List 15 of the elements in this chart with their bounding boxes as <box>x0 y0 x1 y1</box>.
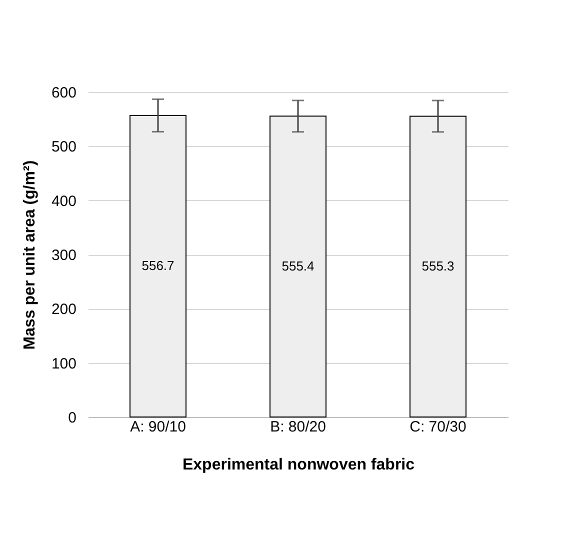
x-tick-label: B: 80/20 <box>270 418 326 436</box>
y-axis-title: Mass per unit area (g/m²) <box>21 160 38 350</box>
y-tick-label: 400 <box>51 192 76 210</box>
data-label: 555.4 <box>282 258 314 274</box>
y-tick-label: 600 <box>51 84 76 102</box>
data-label: 555.3 <box>422 258 454 274</box>
y-tick-label: 100 <box>51 355 76 372</box>
data-label: 556.7 <box>142 258 174 274</box>
y-tick-label: 0 <box>68 410 76 426</box>
x-tick-label: A: 90/10 <box>130 418 186 436</box>
y-tick-label: 200 <box>51 301 76 318</box>
y-tick-label: 500 <box>51 138 76 156</box>
y-tick-label: 300 <box>51 247 76 264</box>
x-axis-title: Experimental nonwoven fabric <box>182 456 415 474</box>
x-tick-label: C: 70/30 <box>410 418 466 436</box>
